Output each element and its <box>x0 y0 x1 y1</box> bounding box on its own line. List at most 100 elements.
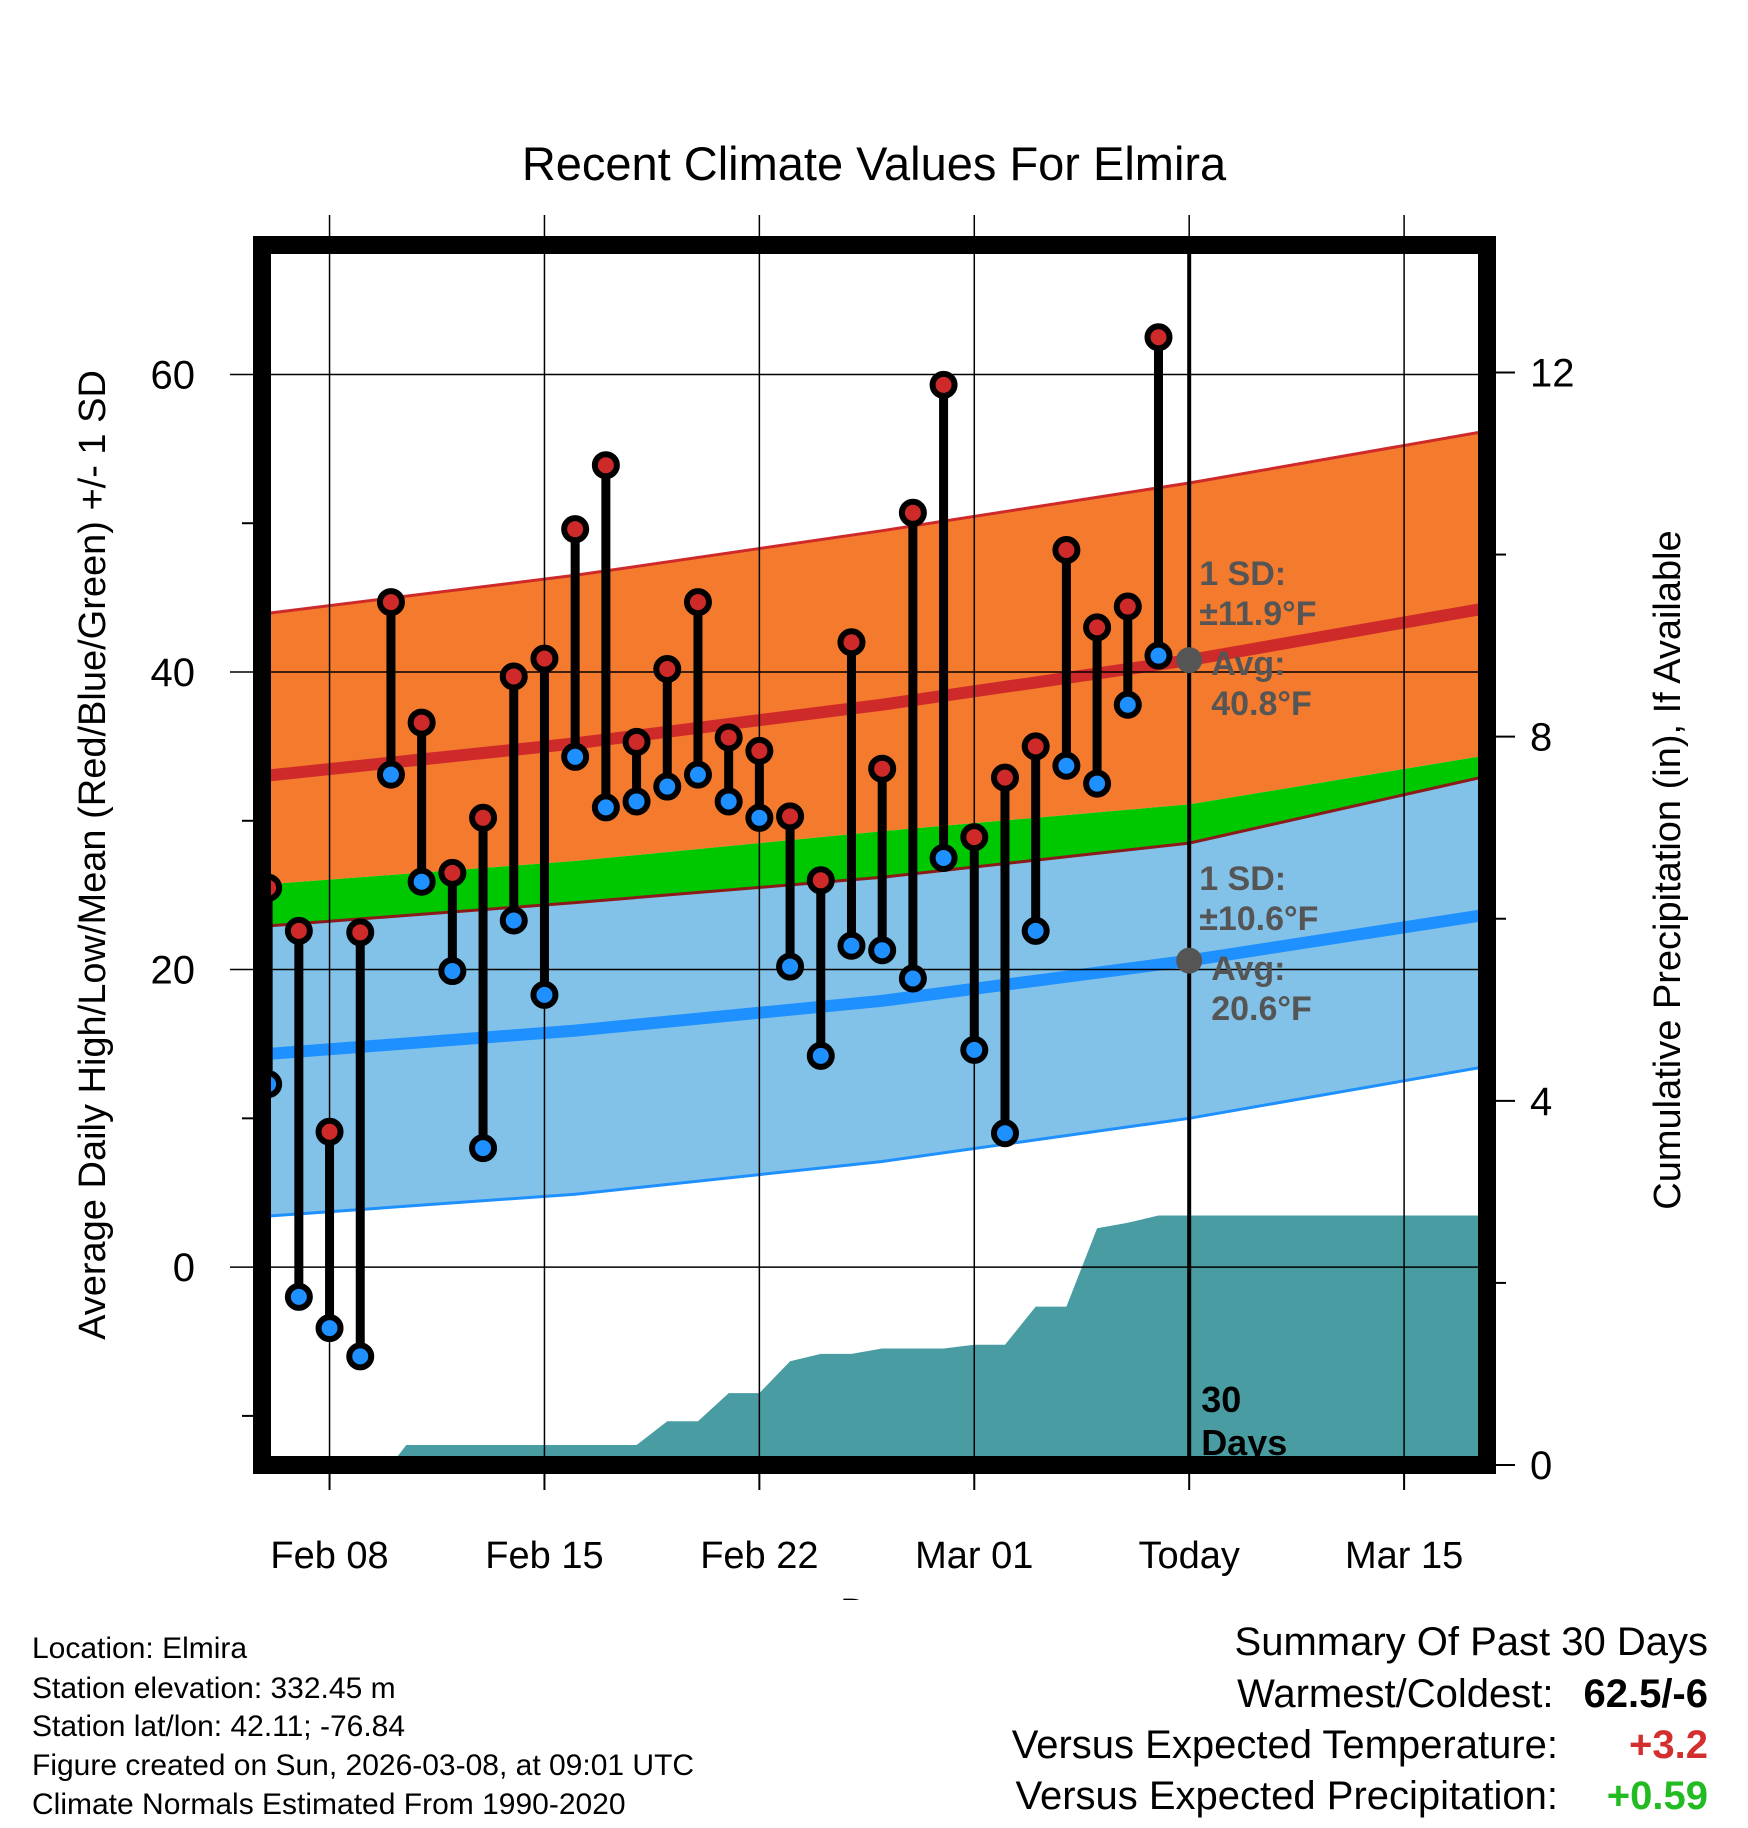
precipitation-area <box>390 1215 1487 1465</box>
days-label-count: 30 <box>1201 1379 1241 1420</box>
daily-low-point <box>1083 769 1112 798</box>
high-sd-band <box>262 431 1487 885</box>
low-avg-value: 20.6°F <box>1211 990 1312 1028</box>
daily-low-point <box>960 1035 989 1064</box>
daily-low-point <box>745 803 774 832</box>
daily-high-point <box>1052 536 1081 564</box>
daily-low-point <box>376 760 405 789</box>
plot-background <box>262 245 1487 1465</box>
mean-band <box>262 755 1487 927</box>
daily-low-point <box>1052 751 1081 780</box>
y2-tick-label: 8 <box>1530 716 1552 760</box>
daily-low-point <box>806 1041 835 1070</box>
daily-low-point <box>438 957 467 986</box>
daily-high-point <box>898 498 927 527</box>
today-low-avg-marker <box>1176 947 1203 974</box>
daily-low-point <box>683 760 712 789</box>
daily-high-point <box>868 754 897 783</box>
low-sd-value: ±10.6°F <box>1199 900 1318 938</box>
climate-chart: Recent Climate Values For Elmira 1 SD:±1… <box>72 137 1689 1600</box>
daily-high-point <box>1144 323 1173 352</box>
daily-high-point <box>407 708 436 737</box>
footer-created: Figure created on Sun, 2026-03-08, at 09… <box>32 1749 695 1782</box>
daily-high-point <box>1083 613 1112 642</box>
summary-warmest-label: Warmest/Coldest: <box>1237 1672 1554 1716</box>
daily-high-point <box>714 723 743 752</box>
x-tick-label: Mar 01 <box>915 1535 1033 1577</box>
daily-low-point <box>837 931 866 960</box>
x-tick-label: Feb 22 <box>700 1535 818 1577</box>
axis-ticks <box>242 371 1515 1490</box>
daily-high-point <box>530 644 559 673</box>
daily-low-point <box>284 1282 313 1311</box>
daily-low-point <box>1113 690 1142 719</box>
daily-low-point <box>469 1134 498 1163</box>
y-tick-label: 0 <box>173 1246 195 1290</box>
daily-high-point <box>499 662 528 691</box>
high-sd-upper-line <box>262 429 1487 616</box>
high-sd-value: ±11.9°F <box>1199 595 1316 633</box>
daily-low-point <box>407 867 436 896</box>
low-avg-label: Avg: <box>1211 950 1285 988</box>
daily-low-point <box>561 742 590 771</box>
summary-temp-label: Versus Expected Temperature: <box>1011 1723 1558 1767</box>
daily-low-point <box>1144 641 1173 670</box>
x-axis-label: Day <box>840 1592 908 1600</box>
y-axis-label: Average Daily High/Low/Mean (Red/Blue/Gr… <box>72 370 114 1340</box>
x-tick-label: Today <box>1138 1535 1239 1577</box>
daily-high-point <box>776 802 805 831</box>
daily-high-point <box>960 823 989 852</box>
y-tick-label: 60 <box>151 353 196 397</box>
footer-normals: Climate Normals Estimated From 1990-2020 <box>32 1788 626 1821</box>
summary-warmest-row: Warmest/Coldest: 62.5/-6 <box>1237 1672 1708 1717</box>
plot-frame <box>253 236 1496 1474</box>
low-sd-lower-line <box>262 1064 1487 1218</box>
daily-low-point <box>929 843 958 872</box>
summary-precip-value: +0.59 <box>1606 1774 1708 1818</box>
summary-title: Summary Of Past 30 Days <box>1234 1620 1708 1664</box>
y2-tick-label: 0 <box>1530 1444 1552 1488</box>
daily-low-point <box>868 936 897 965</box>
summary-temp-value: +3.2 <box>1629 1723 1708 1767</box>
daily-high-point <box>683 588 712 617</box>
daily-low-point <box>898 964 927 993</box>
daily-low-point <box>530 980 559 1009</box>
daily-range-bars <box>262 323 1173 1371</box>
daily-high-point <box>837 628 866 657</box>
daily-high-point <box>438 858 467 887</box>
footer-latlon: Station lat/lon: 42.11; -76.84 <box>32 1710 406 1743</box>
daily-high-point <box>1021 732 1050 761</box>
high-avg-value: 40.8°F <box>1211 685 1312 723</box>
daily-high-point <box>622 727 651 756</box>
daily-low-point <box>499 906 528 935</box>
daily-high-point <box>376 588 405 617</box>
daily-low-point <box>591 793 620 822</box>
daily-high-point <box>745 736 774 765</box>
daily-low-point <box>315 1314 344 1343</box>
x-tick-label: Feb 08 <box>270 1535 388 1577</box>
footer-elevation: Station elevation: 332.45 m <box>32 1672 396 1705</box>
daily-high-point <box>346 918 375 947</box>
footer-location: Location: Elmira <box>32 1632 248 1665</box>
y2-tick-label: 12 <box>1530 351 1575 395</box>
today-high-avg-marker <box>1176 647 1203 674</box>
daily-low-point <box>990 1119 1019 1148</box>
daily-low-point <box>714 787 743 816</box>
daily-low-point <box>653 772 682 801</box>
daily-high-point <box>653 655 682 684</box>
daily-low-point <box>622 787 651 816</box>
low-avg-line <box>262 908 1487 1061</box>
high-avg-line <box>262 602 1487 783</box>
daily-high-point <box>806 866 835 895</box>
chart-title: Recent Climate Values For Elmira <box>522 137 1227 190</box>
y2-axis-label: Cumulative Precipitation (in), If Availa… <box>1647 530 1689 1209</box>
summary-temp-row: Versus Expected Temperature: +3.2 <box>1012 1723 1708 1768</box>
daily-high-point <box>1113 592 1142 621</box>
summary-precip-row: Versus Expected Precipitation: +0.59 <box>1015 1774 1708 1819</box>
high-avg-label: Avg: <box>1211 645 1285 683</box>
y-tick-label: 20 <box>151 949 196 993</box>
daily-high-point <box>561 515 590 544</box>
daily-high-point <box>284 916 313 945</box>
summary-precip-label: Versus Expected Precipitation: <box>1015 1774 1558 1818</box>
